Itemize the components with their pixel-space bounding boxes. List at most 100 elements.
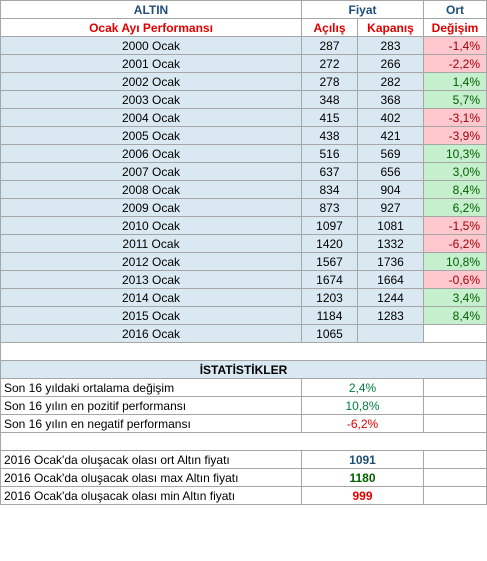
- open-price-cell[interactable]: 438: [301, 126, 358, 145]
- open-price-cell[interactable]: 1674: [301, 270, 358, 289]
- estimated-min-price-empty-cell[interactable]: [423, 486, 487, 505]
- open-price-cell[interactable]: 516: [301, 144, 358, 163]
- change-cell[interactable]: -1,5%: [423, 216, 487, 235]
- open-price-cell[interactable]: 834: [301, 180, 358, 199]
- change-cell[interactable]: -1,4%: [423, 36, 487, 55]
- estimated-avg-price-label[interactable]: 2016 Ocak'da oluşacak olası ort Altın fi…: [0, 450, 302, 469]
- close-price-cell[interactable]: 927: [356, 198, 425, 217]
- change-cell[interactable]: -6,2%: [423, 234, 487, 253]
- year-label-cell[interactable]: 2005 Ocak: [0, 126, 302, 145]
- blank-cell[interactable]: [0, 342, 487, 361]
- close-price-cell[interactable]: 421: [356, 126, 425, 145]
- year-label-cell[interactable]: 2011 Ocak: [0, 234, 302, 253]
- estimated-min-price-label[interactable]: 2016 Ocak'da oluşacak olası min Altın fi…: [0, 486, 302, 505]
- change-cell[interactable]: 10,3%: [423, 144, 487, 163]
- max-negative-stat-label[interactable]: Son 16 yılın en negatif performansı: [0, 414, 302, 433]
- open-price-cell[interactable]: 1567: [301, 252, 358, 271]
- max-negative-stat-value[interactable]: -6,2%: [300, 414, 425, 433]
- close-price-cell[interactable]: 904: [356, 180, 425, 199]
- change-cell[interactable]: 6,2%: [423, 198, 487, 217]
- change-cell[interactable]: 8,4%: [423, 180, 487, 199]
- close-price-cell[interactable]: 656: [356, 162, 425, 181]
- change-cell[interactable]: -2,2%: [423, 54, 487, 73]
- blank-cell[interactable]: [0, 432, 487, 451]
- table-row: 2006 Ocak 516 569 10,3%: [0, 144, 487, 163]
- open-price-cell[interactable]: 272: [301, 54, 358, 73]
- max-negative-stat-empty-cell[interactable]: [423, 414, 487, 433]
- close-price-cell[interactable]: 1736: [356, 252, 425, 271]
- open-price-cell[interactable]: 1420: [301, 234, 358, 253]
- close-price-cell[interactable]: 1332: [356, 234, 425, 253]
- sheet-title[interactable]: ALTIN: [0, 0, 302, 19]
- close-price-cell[interactable]: 1081: [356, 216, 425, 235]
- estimated-max-price-value[interactable]: 1180: [300, 468, 425, 487]
- year-label-cell[interactable]: 2012 Ocak: [0, 252, 302, 271]
- change-cell[interactable]: 5,7%: [423, 90, 487, 109]
- close-price-cell[interactable]: 266: [356, 54, 425, 73]
- close-price-cell[interactable]: [356, 324, 425, 343]
- max-positive-stat-value[interactable]: 10,8%: [300, 396, 425, 415]
- estimated-avg-price-value[interactable]: 1091: [300, 450, 425, 469]
- open-price-cell[interactable]: 873: [301, 198, 358, 217]
- price-group-header[interactable]: Fiyat: [300, 0, 425, 19]
- change-cell[interactable]: 1,4%: [423, 72, 487, 91]
- change-cell[interactable]: 8,4%: [423, 306, 487, 325]
- change-column-header[interactable]: Değişim: [423, 18, 487, 37]
- header-row-2: Ocak Ayı Performansı Açılış Kapanış Deği…: [0, 18, 487, 37]
- max-positive-stat-row: Son 16 yılın en pozitif performansı 10,8%: [0, 396, 487, 415]
- estimated-avg-price-empty-cell[interactable]: [423, 450, 487, 469]
- year-label-cell[interactable]: 2015 Ocak: [0, 306, 302, 325]
- stats-title[interactable]: İSTATİSTİKLER: [0, 360, 487, 379]
- estimated-max-price-label[interactable]: 2016 Ocak'da oluşacak olası max Altın fi…: [0, 468, 302, 487]
- close-price-cell[interactable]: 283: [356, 36, 425, 55]
- year-label-cell[interactable]: 2004 Ocak: [0, 108, 302, 127]
- sheet-subtitle[interactable]: Ocak Ayı Performansı: [0, 18, 302, 37]
- year-label-cell[interactable]: 2009 Ocak: [0, 198, 302, 217]
- close-price-cell[interactable]: 1244: [356, 288, 425, 307]
- avg-change-stat-value[interactable]: 2,4%: [300, 378, 425, 397]
- open-price-cell[interactable]: 1065: [301, 324, 358, 343]
- change-cell[interactable]: 3,4%: [423, 288, 487, 307]
- estimated-avg-price-row: 2016 Ocak'da oluşacak olası ort Altın fi…: [0, 450, 487, 469]
- estimated-min-price-value[interactable]: 999: [300, 486, 425, 505]
- close-column-header[interactable]: Kapanış: [356, 18, 425, 37]
- year-label-cell[interactable]: 2014 Ocak: [0, 288, 302, 307]
- change-cell[interactable]: -3,1%: [423, 108, 487, 127]
- change-cell[interactable]: -3,9%: [423, 126, 487, 145]
- close-price-cell[interactable]: 569: [356, 144, 425, 163]
- open-price-cell[interactable]: 1097: [301, 216, 358, 235]
- year-label-cell[interactable]: 2003 Ocak: [0, 90, 302, 109]
- close-price-cell[interactable]: 282: [356, 72, 425, 91]
- close-price-cell[interactable]: 368: [356, 90, 425, 109]
- open-column-header[interactable]: Açılış: [301, 18, 358, 37]
- close-price-cell[interactable]: 1283: [356, 306, 425, 325]
- avg-change-stat-empty-cell[interactable]: [423, 378, 487, 397]
- year-label-cell[interactable]: 2010 Ocak: [0, 216, 302, 235]
- open-price-cell[interactable]: 287: [301, 36, 358, 55]
- change-cell[interactable]: -0,6%: [423, 270, 487, 289]
- year-label-cell[interactable]: 2001 Ocak: [0, 54, 302, 73]
- year-label-cell[interactable]: 2013 Ocak: [0, 270, 302, 289]
- close-price-cell[interactable]: 402: [356, 108, 425, 127]
- change-cell[interactable]: [423, 324, 487, 343]
- year-label-cell[interactable]: 2016 Ocak: [0, 324, 302, 343]
- open-price-cell[interactable]: 415: [301, 108, 358, 127]
- open-price-cell[interactable]: 348: [301, 90, 358, 109]
- close-price-cell[interactable]: 1664: [356, 270, 425, 289]
- year-label-cell[interactable]: 2007 Ocak: [0, 162, 302, 181]
- avg-group-header[interactable]: Ort: [423, 0, 487, 19]
- open-price-cell[interactable]: 1203: [301, 288, 358, 307]
- avg-change-stat-label[interactable]: Son 16 yıldaki ortalama değişim: [0, 378, 302, 397]
- max-positive-stat-label[interactable]: Son 16 yılın en pozitif performansı: [0, 396, 302, 415]
- year-label-cell[interactable]: 2006 Ocak: [0, 144, 302, 163]
- open-price-cell[interactable]: 278: [301, 72, 358, 91]
- year-label-cell[interactable]: 2000 Ocak: [0, 36, 302, 55]
- max-positive-stat-empty-cell[interactable]: [423, 396, 487, 415]
- open-price-cell[interactable]: 1184: [301, 306, 358, 325]
- estimated-max-price-empty-cell[interactable]: [423, 468, 487, 487]
- open-price-cell[interactable]: 637: [301, 162, 358, 181]
- year-label-cell[interactable]: 2002 Ocak: [0, 72, 302, 91]
- year-label-cell[interactable]: 2008 Ocak: [0, 180, 302, 199]
- change-cell[interactable]: 10,8%: [423, 252, 487, 271]
- change-cell[interactable]: 3,0%: [423, 162, 487, 181]
